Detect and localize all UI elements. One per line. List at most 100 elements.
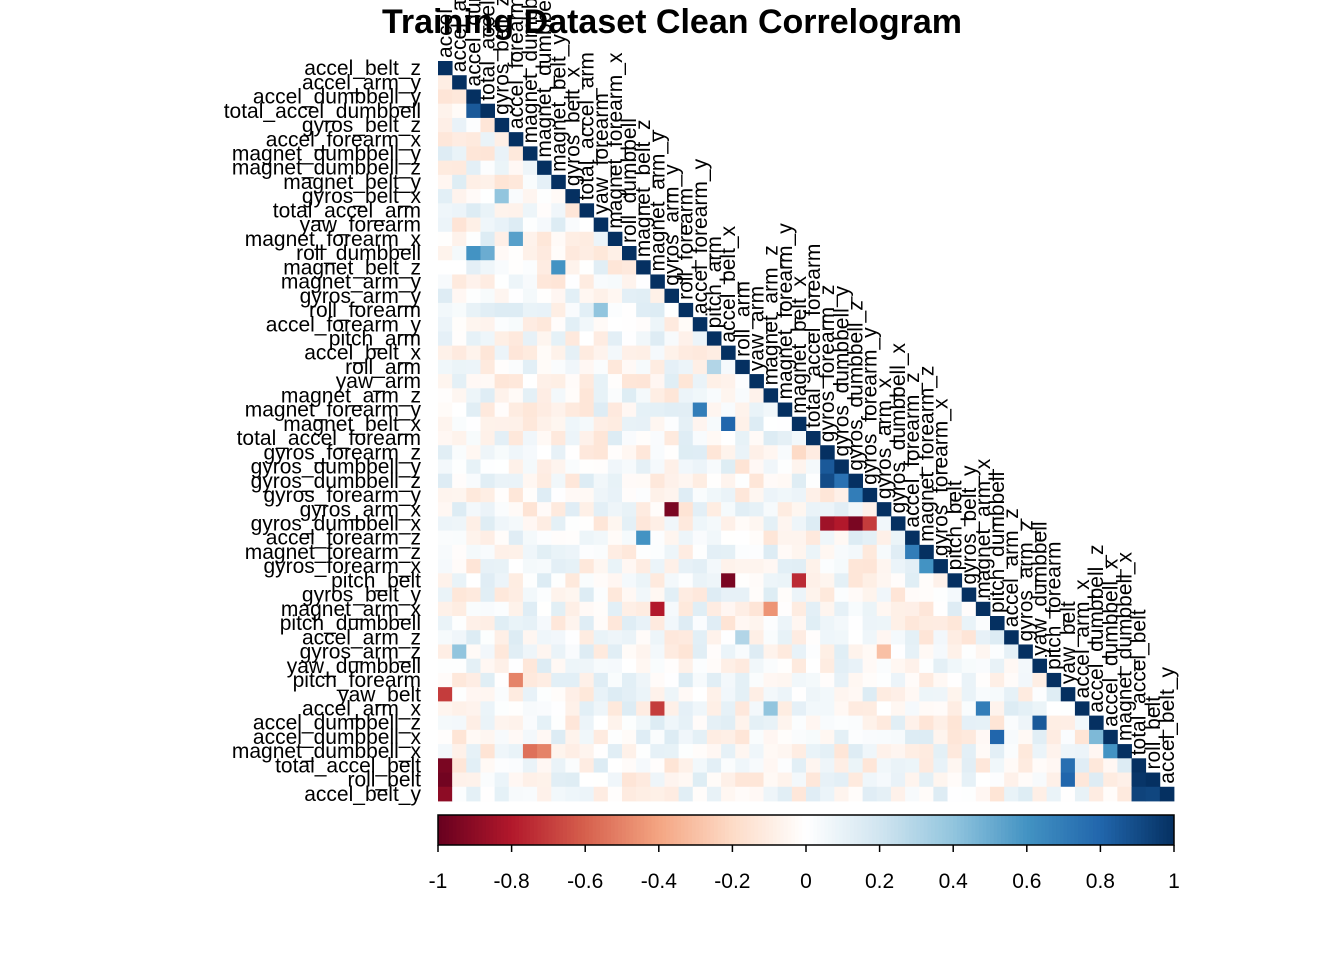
heatmap-cell — [622, 573, 637, 588]
heatmap-cell — [664, 502, 680, 517]
heatmap-cell — [452, 217, 467, 233]
heatmap-cell — [636, 402, 651, 418]
heatmap-cell — [664, 359, 680, 375]
legend-swatch — [971, 815, 976, 845]
heatmap-cell — [579, 388, 595, 403]
heatmap-cell — [848, 516, 864, 532]
heatmap-cell — [1117, 744, 1132, 759]
heatmap-cell — [466, 701, 481, 717]
heatmap-cell — [1060, 701, 1076, 717]
heatmap-cell — [579, 431, 595, 446]
heatmap-cell — [565, 459, 580, 475]
heatmap-cell — [1018, 687, 1033, 702]
heatmap-cell — [607, 644, 623, 660]
legend-tick-label: -0.2 — [714, 870, 750, 893]
legend-swatch — [518, 815, 524, 845]
heatmap-cell — [494, 374, 510, 389]
heatmap-cell — [551, 345, 566, 361]
heatmap-cell — [636, 374, 651, 389]
heatmap-cell — [763, 502, 779, 517]
heatmap-cell — [579, 744, 595, 759]
heatmap-cell — [452, 701, 467, 717]
heatmap-cell — [749, 402, 764, 418]
legend-swatch — [1030, 815, 1035, 845]
heatmap-cell — [763, 772, 779, 788]
heatmap-cell — [664, 616, 680, 631]
heatmap-cell — [777, 616, 793, 631]
heatmap-cell — [480, 231, 496, 247]
heatmap-cell — [1004, 687, 1019, 702]
heatmap-cell — [678, 402, 694, 418]
heatmap-cell — [791, 573, 807, 588]
heatmap-cell — [508, 530, 524, 546]
row-label: magnet_forearm_x — [245, 228, 422, 251]
heatmap-cell — [791, 630, 807, 645]
heatmap-cell — [664, 374, 680, 389]
heatmap-cell — [636, 317, 651, 332]
heatmap-cell — [537, 189, 552, 204]
heatmap-cell — [692, 729, 708, 745]
column-label: yaw_arm — [745, 286, 768, 371]
heatmap-cell — [636, 502, 651, 517]
heatmap-cell — [763, 473, 779, 489]
heatmap-cell — [522, 445, 538, 460]
heatmap-cell — [735, 744, 750, 759]
heatmap-cell — [480, 587, 496, 603]
heatmap-cell — [1074, 715, 1090, 731]
heatmap-cell — [1018, 786, 1033, 802]
heatmap-cell — [565, 288, 580, 304]
heatmap-cell — [664, 317, 680, 332]
heatmap-cell — [466, 345, 481, 361]
column-label: accel_arm_x — [1071, 579, 1094, 699]
heatmap-cell — [692, 587, 708, 603]
heatmap-cell — [820, 544, 835, 560]
heatmap-cell — [933, 772, 948, 788]
heatmap-cell — [452, 758, 467, 773]
heatmap-cell — [607, 587, 623, 603]
heatmap-cell — [678, 559, 694, 574]
heatmap-cell — [664, 388, 680, 403]
heatmap-cell — [650, 672, 665, 688]
heatmap-cell — [551, 672, 566, 688]
legend-swatch — [1045, 815, 1050, 845]
legend-swatch — [1115, 815, 1120, 845]
heatmap-cell — [565, 473, 580, 489]
heatmap-cell — [678, 672, 694, 688]
heatmap-cell — [508, 487, 524, 503]
heatmap-cell — [494, 701, 510, 717]
heatmap-cell — [791, 601, 807, 617]
heatmap-cell — [890, 786, 906, 802]
heatmap-cell — [692, 331, 708, 347]
heatmap-cell — [607, 345, 623, 361]
heatmap-cell — [834, 573, 849, 588]
heatmap-cell — [990, 729, 1005, 745]
heatmap-cell — [905, 559, 920, 574]
heatmap-cell — [1060, 786, 1076, 802]
heatmap-cell — [537, 331, 552, 347]
heatmap-cell — [806, 473, 821, 489]
heatmap-cell — [721, 544, 736, 560]
heatmap-cell — [452, 402, 467, 418]
heatmap-cell — [551, 189, 566, 204]
heatmap-cell — [905, 544, 920, 560]
heatmap-cell — [834, 758, 849, 773]
heatmap-cell — [919, 559, 934, 574]
heatmap-cell — [1046, 715, 1062, 731]
heatmap-cell — [721, 487, 736, 503]
heatmap-cell — [1074, 772, 1090, 788]
heatmap-cell — [494, 174, 510, 190]
heatmap-cell — [522, 573, 538, 588]
heatmap-cell — [593, 544, 609, 560]
heatmap-cell — [678, 331, 694, 347]
heatmap-cell — [848, 559, 864, 574]
heatmap-cell — [622, 772, 637, 788]
heatmap-cell — [636, 530, 651, 546]
heatmap-cell — [593, 630, 609, 645]
heatmap-cell — [522, 601, 538, 617]
heatmap-cell — [593, 601, 609, 617]
heatmap-cell — [763, 573, 779, 588]
heatmap-cell — [593, 374, 609, 389]
row-label: accel_belt_y — [304, 783, 421, 806]
legend-swatch — [618, 815, 623, 845]
